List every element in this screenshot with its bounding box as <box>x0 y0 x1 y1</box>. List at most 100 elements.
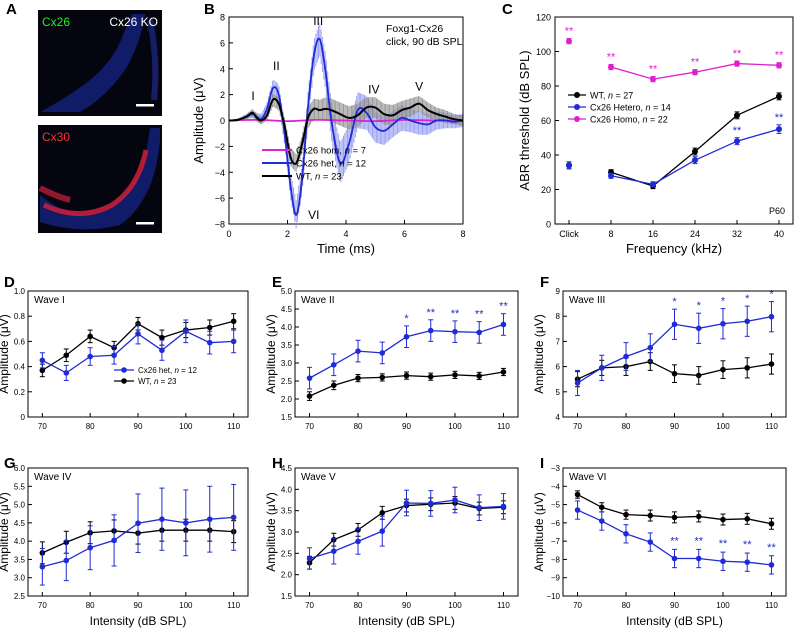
data-point-h-cx26-het <box>355 538 361 545</box>
panel-b-letter: B <box>204 1 215 18</box>
x-tick-label-i: 80 <box>622 601 631 610</box>
data-point-i-wt <box>744 516 751 522</box>
data-point-c-cx26-hetero <box>650 181 656 188</box>
significance-i: ** <box>719 538 728 550</box>
y-tick-label-f: 6 <box>556 363 561 372</box>
panel-title-g: Wave IV <box>34 472 72 483</box>
y-tick-label-d: 0.8 <box>14 312 26 321</box>
data-point-g-cx26-het <box>206 516 213 522</box>
significance-e: * <box>404 313 409 325</box>
data-point-e-cx26-het <box>379 350 386 356</box>
data-point-d-cx26-het <box>230 338 237 345</box>
x-tick-label-g: 90 <box>134 601 143 610</box>
y-tick-label-i: −8 <box>551 555 561 564</box>
legend-marker-c <box>574 104 580 110</box>
y-axis-label-e: Amplitude (μV) <box>264 314 278 394</box>
y-tick-label-b: 4 <box>220 64 225 74</box>
data-point-i-cx26-het <box>744 559 751 565</box>
x-axis-label-h: Intensity (dB SPL) <box>358 614 455 628</box>
data-point-d-cx26-het <box>87 353 93 360</box>
data-point-g-cx26-het <box>87 544 93 551</box>
significance-f: * <box>769 289 774 301</box>
significance-c: ** <box>607 51 616 63</box>
y-tick-label-h: 2.5 <box>281 549 293 558</box>
x-tick-label-h: 110 <box>497 601 510 610</box>
y-tick-label-b: −4 <box>215 168 225 178</box>
data-point-i-cx26-het <box>671 555 678 562</box>
panel-title-f: Wave III <box>569 295 605 306</box>
legend-label-c: WT, n = 27 <box>590 91 633 101</box>
panel-h: H 1.5 2.0 2.5 3.0 3.5 4.0 4.5 70 80 90 100 110 Wave … <box>264 455 519 628</box>
x-tick-label-h: 90 <box>402 601 411 610</box>
x-tick-label-c: 16 <box>648 229 658 239</box>
x-tick-label-b: 2 <box>285 229 290 239</box>
wave-label-b: I <box>251 89 254 103</box>
wave-label-b: III <box>313 14 323 28</box>
cx30-tissue <box>40 128 160 230</box>
y-axis-label-h: Amplitude (μV) <box>264 492 278 572</box>
y-tick-label-g: 2.5 <box>14 592 26 601</box>
data-point-d-cx26-het <box>111 352 117 359</box>
x-tick-label-c: 40 <box>774 229 784 239</box>
data-point-i-cx26-het <box>768 562 775 568</box>
cx26-tissue-edge <box>147 19 159 101</box>
panel-d-letter: D <box>4 274 15 291</box>
x-tick-label-e: 100 <box>448 422 462 431</box>
plot-frame-h <box>294 467 519 597</box>
y-tick-label-f: 7 <box>556 337 561 346</box>
x-axis-label-c: Frequency (kHz) <box>626 241 722 256</box>
x-tick-label-b: 4 <box>343 229 348 239</box>
data-point-e-wt <box>427 373 434 380</box>
data-point-g-cx26-het <box>159 516 165 522</box>
significance-i: ** <box>670 535 679 547</box>
x-tick-label-e: 80 <box>354 422 363 431</box>
data-point-i-cx26-het <box>695 555 702 562</box>
x-axis-label-b: Time (ms) <box>317 241 375 256</box>
data-point-e-wt <box>476 373 483 379</box>
wave-label-b: VI <box>308 208 319 222</box>
panel-i-letter: I <box>540 455 544 472</box>
panel-c-letter: C <box>502 1 513 18</box>
significance-e: ** <box>426 307 435 319</box>
x-tick-label-f: 110 <box>765 422 778 431</box>
y-tick-label-b: 0 <box>220 116 225 126</box>
data-point-d-wt <box>87 333 93 340</box>
x-tick-label-d: 100 <box>179 422 193 431</box>
data-point-e-cx26-het <box>427 327 434 334</box>
cx30-signal-left <box>38 185 71 203</box>
y-tick-label-d: 1.0 <box>14 287 26 296</box>
data-point-d-cx26-het <box>206 339 213 346</box>
data-point-f-cx26-het <box>647 344 654 351</box>
y-tick-label-g: 6.0 <box>14 464 26 473</box>
x-tick-label-c: 24 <box>690 229 700 239</box>
cx30-label: Cx30 <box>42 130 70 144</box>
data-point-f-cx26-het <box>671 321 678 328</box>
y-tick-label-c: 0 <box>546 220 551 230</box>
data-point-c-wt <box>734 112 740 119</box>
y-tick-label-i: −10 <box>546 592 560 601</box>
data-point-e-cx26-het <box>355 348 361 354</box>
y-axis-label-i: Amplitude (μV) <box>532 492 546 572</box>
y-tick-label-f: 8 <box>556 312 561 321</box>
legend-marker-d <box>121 378 127 384</box>
significance-f: * <box>697 300 702 312</box>
data-point-g-cx26-het <box>111 537 117 544</box>
y-tick-label-e: 5.0 <box>281 287 293 296</box>
data-point-c-cx26-homo <box>650 76 656 83</box>
y-tick-label-g: 3.5 <box>14 555 26 564</box>
data-point-f-wt <box>671 370 678 377</box>
data-point-h-cx26-het <box>476 504 483 511</box>
data-point-g-cx26-het <box>230 514 237 521</box>
y-tick-label-g: 5.5 <box>14 482 26 491</box>
data-point-f-wt <box>720 366 726 373</box>
data-point-c-wt <box>776 93 782 100</box>
y-tick-label-e: 3.0 <box>281 359 293 368</box>
data-point-d-cx26-het <box>63 370 70 376</box>
series-line-b-cx26-hom <box>228 118 464 123</box>
panel-c: C 0 20 40 60 80 100 120 Click 8 16 24 32 40 Frequency… <box>502 1 794 256</box>
series-line-b-wt <box>228 97 464 165</box>
data-point-g-cx26-het <box>135 520 141 527</box>
wave-label-b: IV <box>368 82 379 96</box>
y-tick-label-b: 8 <box>220 13 225 23</box>
y-tick-label-c: 80 <box>541 82 551 92</box>
